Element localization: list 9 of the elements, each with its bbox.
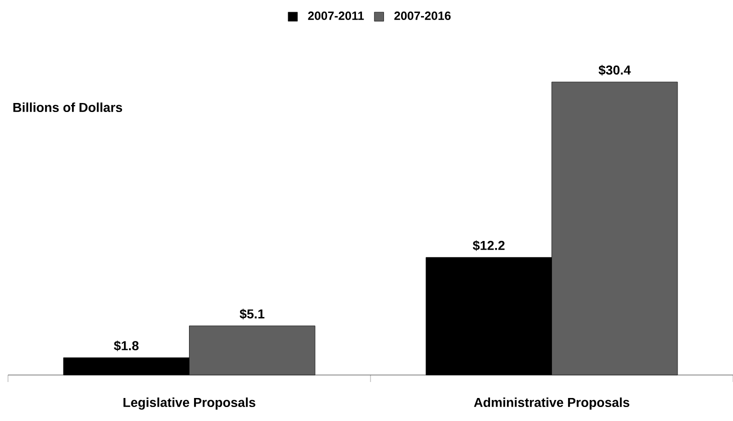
x-tick-label: Administrative Proposals xyxy=(474,398,630,410)
legend-label: 2007-2016 xyxy=(394,12,451,20)
y-axis-title: Billions of Dollars xyxy=(13,102,122,112)
x-tick-label: Legislative Proposals xyxy=(124,398,256,410)
data-label: $1.8 xyxy=(114,340,139,352)
data-label: $5.1 xyxy=(240,308,264,320)
data-label: $12.2 xyxy=(472,240,505,251)
legend-label: 2007-2011 xyxy=(308,12,364,20)
data-label: $30.4 xyxy=(598,64,631,76)
